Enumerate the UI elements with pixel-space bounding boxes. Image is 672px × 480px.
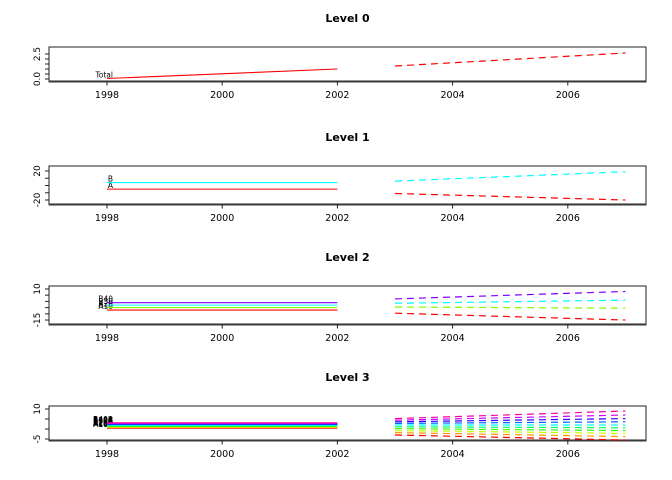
series-label-b30c: B30C	[93, 416, 113, 425]
x-axis-label: 2002	[325, 449, 349, 460]
series-label-b30b: B30B	[93, 417, 113, 426]
series-forecast-line-b40	[394, 290, 626, 300]
series-label-a10b: A10B	[93, 420, 113, 429]
x-axis-label: 2006	[556, 90, 580, 101]
x-axis-label: 2004	[441, 213, 465, 224]
panel-title: Level 0	[325, 12, 370, 25]
series-forecast-line-b40b	[394, 410, 626, 420]
series-forecast-line-a10b	[394, 432, 626, 438]
series-forecast-line-a10a	[394, 434, 626, 441]
x-axis-label: 2002	[325, 213, 349, 224]
panel-level-3: Level 3 -5 10 1998 2000 2002 2004 2006 A10AA10BA…	[33, 371, 647, 460]
series-forecast-line-b40a	[394, 414, 626, 421]
x-axis-label: 2000	[210, 333, 234, 344]
plot-box	[48, 46, 647, 82]
series-label-a10c: A10C	[93, 419, 113, 428]
y-axis-label: 10	[33, 283, 43, 295]
x-axis-label: 2006	[556, 449, 580, 460]
series-forecast-line-total	[394, 52, 626, 67]
x-axis-label: 2002	[325, 333, 349, 344]
y-axis-label: 0.0	[33, 72, 43, 87]
series-forecast-line-a10	[394, 312, 626, 321]
y-axis-label: 2.5	[33, 47, 43, 61]
x-axis-label: 2000	[210, 449, 234, 460]
x-axis-label: 2004	[441, 449, 465, 460]
series-label-a20a: A20A	[93, 418, 114, 427]
panel-title: Level 2	[325, 251, 369, 264]
x-axis-label: 2004	[441, 90, 465, 101]
series-label-a: A	[108, 181, 114, 190]
series-label-a10a: A10A	[93, 420, 114, 429]
series-label-b40: B40	[98, 295, 113, 304]
y-axis-label: 20	[33, 165, 43, 177]
series-forecast-line-b30b	[394, 421, 626, 424]
series-forecast-line-b	[394, 171, 626, 182]
x-axis-label: 1998	[95, 90, 119, 101]
x-axis-label: 1998	[95, 449, 119, 460]
panel-level-2: Level 2 -15 10 1998 2000 2002 2004 2006 A10A20B3…	[33, 251, 647, 344]
x-axis-label: 2002	[325, 90, 349, 101]
series-forecast-line-b30c	[394, 418, 626, 423]
x-axis-label: 2000	[210, 90, 234, 101]
series-forecast-line-a10c	[394, 430, 626, 434]
x-axis-label: 2006	[556, 333, 580, 344]
series-forecast-line-a20	[394, 306, 626, 309]
series-label-b30: B30	[98, 297, 113, 306]
panel-title: Level 1	[325, 131, 369, 144]
series-label-a20: A20	[98, 300, 113, 309]
series-forecast-line-a20b	[394, 426, 626, 429]
y-axis-label: 10	[33, 403, 43, 415]
x-axis-label: 2006	[556, 213, 580, 224]
series-label-total: Total	[94, 71, 113, 80]
series-label-b30a: B30A	[93, 417, 114, 426]
series-label-a10: A10	[98, 302, 113, 311]
y-axis-label: -5	[33, 435, 43, 444]
y-axis-label: -15	[33, 313, 43, 328]
series-label-b40a: B40A	[93, 415, 114, 424]
x-axis-label: 1998	[95, 213, 119, 224]
panel-title: Level 3	[325, 371, 369, 384]
panel-level-0: Level 0 0.0 2.5 1998 2000 2002 2004 2006 Total	[33, 12, 647, 101]
y-axis-label: -20	[33, 192, 43, 207]
series-forecast-line-a20a	[394, 428, 626, 432]
series-forecast-line-a	[394, 192, 626, 201]
series-forecast-line-b30	[394, 299, 626, 304]
series-label-b40b: B40B	[93, 415, 113, 424]
x-axis-label: 1998	[95, 333, 119, 344]
x-axis-label: 2004	[441, 333, 465, 344]
series-label-b: B	[108, 175, 113, 184]
series-history-line-total	[106, 68, 338, 80]
panel-level-1: Level 1 -20 20 1998 2000 2002 2004 2006 AB	[33, 131, 647, 224]
x-axis-label: 2000	[210, 213, 234, 224]
series-label-a20b: A20B	[93, 418, 113, 427]
